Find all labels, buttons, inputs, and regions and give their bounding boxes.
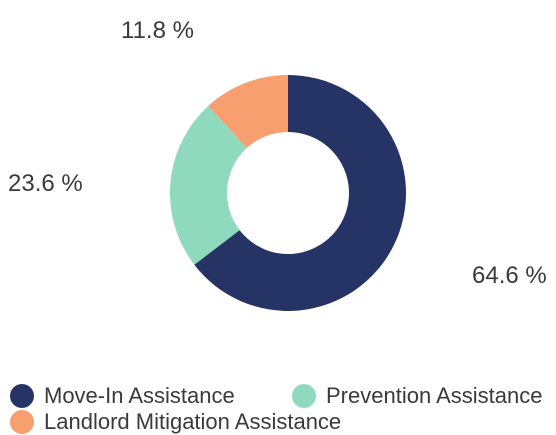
legend-label-move-in: Move-In Assistance	[44, 383, 235, 408]
legend-label-landlord: Landlord Mitigation Assistance	[44, 409, 342, 434]
slice-move-in[interactable]	[194, 75, 406, 311]
legend-item-move-in[interactable]: Move-In Assistance	[10, 383, 235, 409]
slice-label-landlord: 11.8 %	[121, 17, 194, 44]
legend-marker-prevention	[292, 384, 316, 408]
legend-label-prevention: Prevention Assistance	[326, 383, 543, 408]
legend-marker-move-in	[10, 384, 34, 408]
legend-item-landlord[interactable]: Landlord Mitigation Assistance	[10, 409, 341, 435]
legend-marker-landlord	[10, 410, 34, 434]
slice-label-prevention: 23.6 %	[8, 170, 83, 197]
legend-item-prevention[interactable]: Prevention Assistance	[292, 383, 542, 409]
slice-prevention[interactable]	[169, 105, 247, 265]
slice-landlord[interactable]	[208, 75, 288, 149]
slice-label-move-in: 64.6 %	[472, 262, 547, 289]
